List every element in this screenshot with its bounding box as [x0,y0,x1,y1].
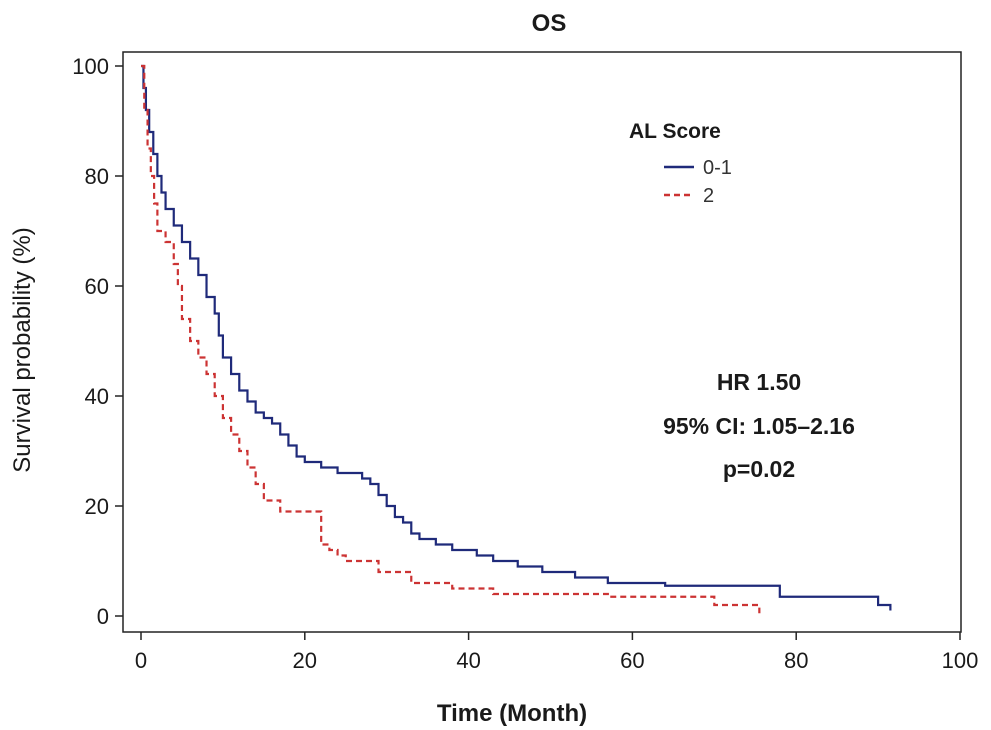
legend-label-series-2: 2 [703,185,714,207]
y-tick-label: 80 [85,164,109,189]
x-tick-label: 80 [784,648,808,673]
confidence-interval-text: 95% CI: 1.05–2.16 [663,413,855,439]
hazard-ratio-text: HR 1.50 [717,369,801,395]
x-axis-title: Time (Month) [437,700,587,727]
survival-curves [141,64,892,614]
y-tick-label: 100 [72,54,109,79]
x-tick-label: 60 [620,648,644,673]
y-tick-label: 60 [85,274,109,299]
x-tick-label: 20 [293,648,317,673]
chart-title: OS [532,10,567,37]
y-tick-label: 40 [85,384,109,409]
x-tick-label: 40 [456,648,480,673]
y-axis-ticks: 0 20 40 60 80 100 [72,54,123,629]
x-tick-label: 100 [942,648,979,673]
legend-title: AL Score [629,120,721,143]
legend-label-series-1: 0-1 [703,157,732,179]
series-curve-2 [141,64,761,614]
x-tick-label: 0 [135,648,147,673]
y-axis-title: Survival probability (%) [9,227,36,472]
legend: AL Score 0-1 2 [629,120,732,207]
p-value-text: p=0.02 [723,456,795,482]
y-tick-label: 0 [97,604,109,629]
y-tick-label: 20 [85,494,109,519]
plot-frame [122,51,962,633]
statistics-annotation: HR 1.50 95% CI: 1.05–2.16 p=0.02 [663,369,855,482]
x-axis-ticks: 0 20 40 60 80 100 [135,632,978,673]
series-curve-1 [141,64,892,611]
